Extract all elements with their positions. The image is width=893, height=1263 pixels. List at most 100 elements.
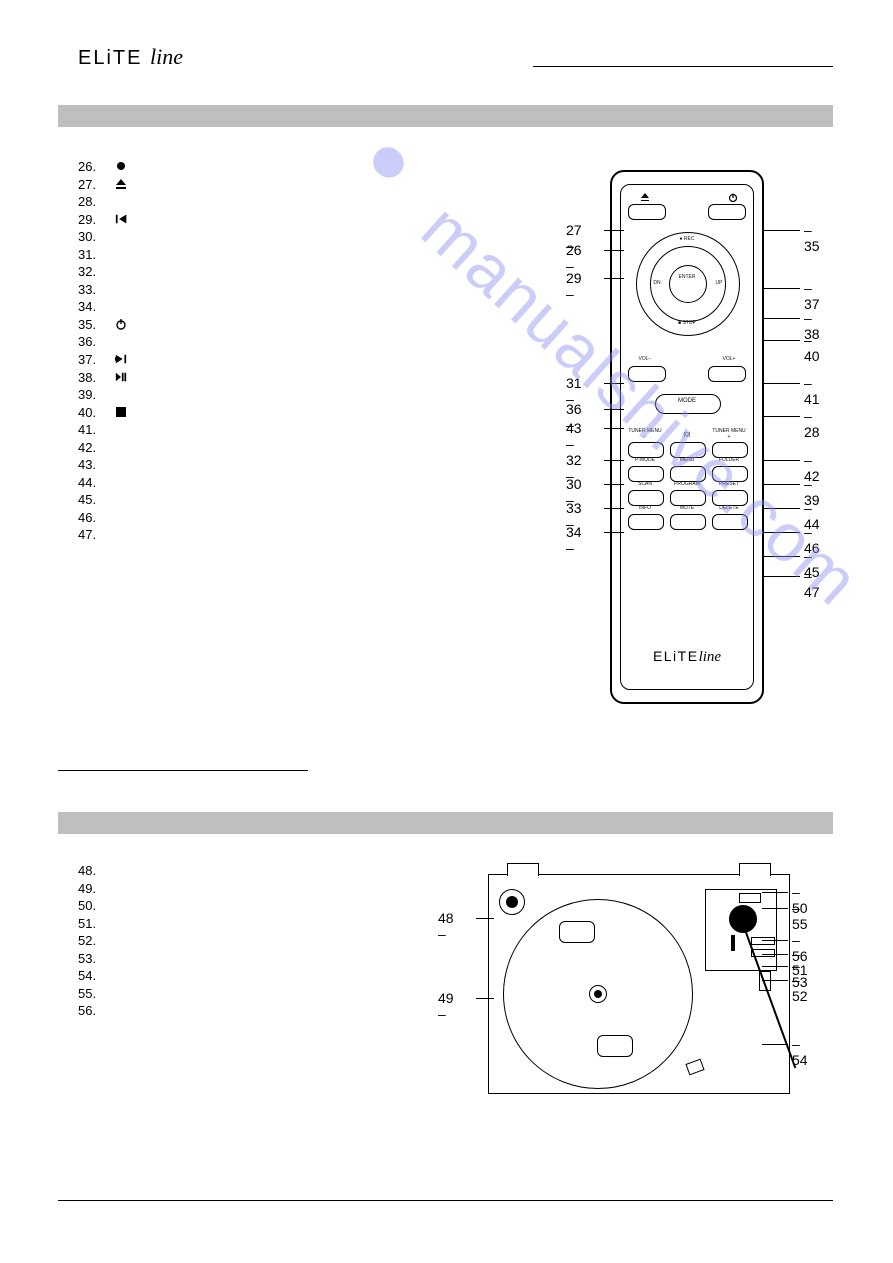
counterweight bbox=[739, 893, 761, 903]
btn-preset bbox=[712, 490, 748, 506]
item-number: 26. bbox=[78, 158, 106, 176]
item-number: 31. bbox=[78, 246, 106, 264]
lbl-delete: DELETE bbox=[712, 505, 746, 511]
section-bar-remote bbox=[58, 105, 833, 127]
callout-number: 29 – bbox=[566, 270, 582, 302]
section-bar-turntable bbox=[58, 812, 833, 834]
callout-line bbox=[604, 250, 624, 251]
hinge-left bbox=[507, 863, 539, 876]
item-icon bbox=[112, 369, 130, 387]
callout-line bbox=[604, 428, 624, 429]
callout-line bbox=[764, 576, 800, 577]
btn-tuner-minus bbox=[628, 442, 664, 458]
btn-program bbox=[670, 490, 706, 506]
mat-mark-1 bbox=[559, 921, 595, 943]
btn-pmode bbox=[628, 466, 664, 482]
callout-line bbox=[764, 288, 800, 289]
lbl-enter: ENTER bbox=[670, 274, 704, 280]
turntable-figure: 48 –49 – – 50– 55– 56– 51– 53– 52– 54 bbox=[438, 850, 838, 1110]
item-number: 52. bbox=[78, 932, 106, 950]
btn-eject bbox=[628, 204, 666, 220]
lbl-dn: DN bbox=[640, 280, 674, 286]
list-item: 30. bbox=[78, 228, 548, 246]
item-number: 49. bbox=[78, 880, 106, 898]
brand-elite: ELiTE bbox=[78, 47, 142, 69]
callout-line bbox=[762, 966, 788, 967]
callout-number: 43 – bbox=[566, 420, 582, 452]
callout-line bbox=[604, 460, 624, 461]
callout-line bbox=[764, 484, 800, 485]
item-icon bbox=[112, 316, 130, 334]
callout-line bbox=[762, 892, 788, 893]
callout-line bbox=[604, 508, 624, 509]
callout-line bbox=[762, 908, 788, 909]
callout-number: 34 – bbox=[566, 524, 582, 556]
adapter-45-pin bbox=[506, 896, 518, 908]
list-item: 35. bbox=[78, 316, 548, 334]
list-item: 34. bbox=[78, 298, 548, 316]
lbl-stop: ■ STOP bbox=[670, 320, 704, 326]
item-number: 41. bbox=[78, 421, 106, 439]
turntable-body bbox=[488, 874, 790, 1094]
lbl-up: UP bbox=[702, 280, 736, 286]
list-item: 31. bbox=[78, 246, 548, 264]
item-number: 28. bbox=[78, 193, 106, 211]
callout-number: – 35 bbox=[804, 222, 820, 254]
item-icon bbox=[112, 404, 130, 422]
item-number: 33. bbox=[78, 281, 106, 299]
callout-number: – 40 bbox=[804, 332, 820, 364]
lbl-pmode: P-MODE bbox=[628, 457, 662, 463]
callout-line bbox=[604, 278, 624, 279]
list-item: 39. bbox=[78, 386, 548, 404]
lbl-mute: MUTE bbox=[670, 505, 704, 511]
callout-line bbox=[764, 318, 800, 319]
item-number: 30. bbox=[78, 228, 106, 246]
callout-number: 49 – bbox=[438, 990, 454, 1022]
callout-line bbox=[476, 918, 494, 919]
lbl-scan: SCAN bbox=[628, 481, 662, 487]
lbl-folder: FOLDER bbox=[712, 457, 746, 463]
btn-eq bbox=[670, 442, 706, 458]
callout-line bbox=[604, 383, 624, 384]
item-number: 54. bbox=[78, 967, 106, 985]
item-icon bbox=[112, 176, 130, 194]
item-number: 47. bbox=[78, 526, 106, 544]
callout-number: 48 – bbox=[438, 910, 454, 942]
callout-number: – 54 bbox=[792, 1036, 808, 1068]
item-number: 51. bbox=[78, 915, 106, 933]
btn-vol-plus bbox=[708, 366, 746, 382]
lbl-mode: MODE bbox=[670, 398, 704, 404]
list-item: 32. bbox=[78, 263, 548, 281]
arm-rest bbox=[759, 971, 771, 991]
footer-rule bbox=[58, 1200, 833, 1201]
list-item: 36. bbox=[78, 333, 548, 351]
callout-number: – 41 bbox=[804, 375, 820, 407]
lbl-program: PROGRAM bbox=[670, 481, 704, 487]
lbl-vol-plus: VOL+ bbox=[712, 356, 746, 362]
list-item: 45. bbox=[78, 491, 548, 509]
item-icon bbox=[112, 351, 130, 369]
btn-mute bbox=[670, 514, 706, 530]
list-item: 28. bbox=[78, 193, 548, 211]
hinge-right bbox=[739, 863, 771, 876]
callout-line bbox=[764, 460, 800, 461]
item-icon bbox=[112, 158, 130, 176]
page-header: ELiTE line bbox=[78, 44, 833, 80]
callout-line bbox=[604, 484, 624, 485]
list-item: 44. bbox=[78, 474, 548, 492]
item-number: 35. bbox=[78, 316, 106, 334]
btn-menu bbox=[670, 466, 706, 482]
list-item: 43. bbox=[78, 456, 548, 474]
item-number: 45. bbox=[78, 491, 106, 509]
callout-line bbox=[764, 556, 800, 557]
callout-line bbox=[604, 409, 624, 410]
header-rule bbox=[533, 66, 833, 67]
item-number: 50. bbox=[78, 897, 106, 915]
item-number: 40. bbox=[78, 404, 106, 422]
callout-number: – 37 bbox=[804, 280, 820, 312]
list-item: 40. bbox=[78, 404, 548, 422]
page: ELiTE line 26.27.28.29.30.31.32.33.34.35… bbox=[0, 0, 893, 1263]
callout-line bbox=[764, 230, 800, 231]
remote-brand-line: line bbox=[699, 649, 722, 665]
remote-brand: ELiTEline bbox=[612, 648, 762, 666]
